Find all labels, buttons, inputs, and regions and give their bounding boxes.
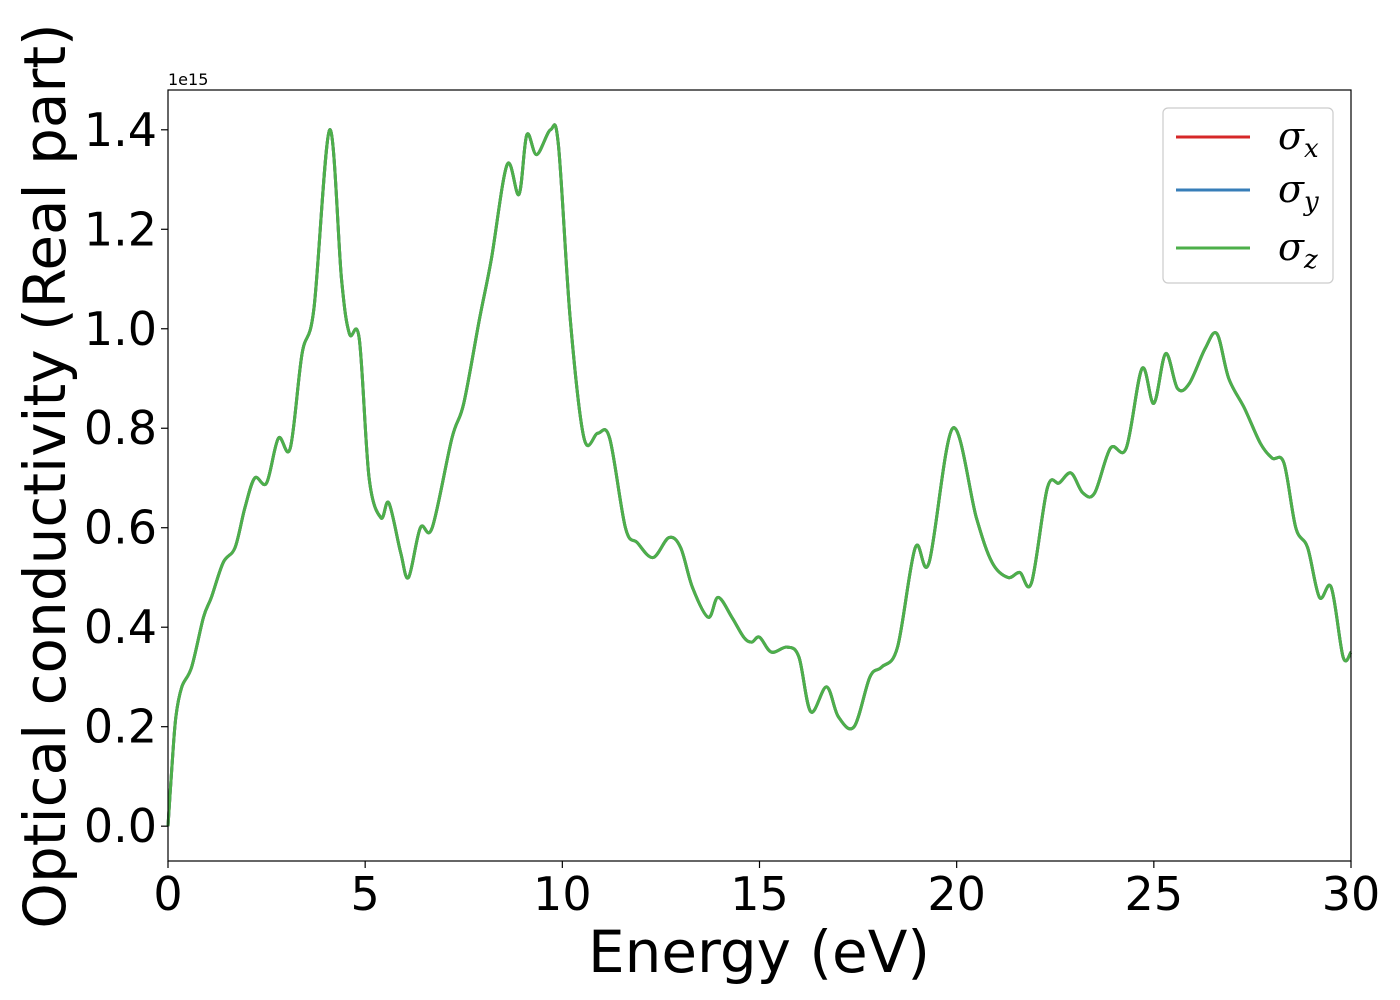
x-tick-label: 25: [1125, 867, 1184, 921]
series-layer: [166, 123, 1353, 827]
x-tick-label: 10: [533, 867, 592, 921]
x-tick-label: 0: [153, 867, 182, 921]
x-tick-label: 5: [351, 867, 380, 921]
x-tick-label: 20: [927, 867, 986, 921]
y-tick-label: 1.4: [84, 103, 157, 157]
legend-label-y: σy: [1278, 167, 1319, 217]
legend-label-x: σx: [1278, 114, 1319, 164]
y-tick-label: 1.2: [84, 202, 157, 256]
y-tick-label: 1.0: [84, 302, 157, 356]
y-offset-label: 1e15: [168, 70, 208, 89]
y-axis-ticks: 0.0 0.2 0.4 0.6 0.8 1.0 1.2 1.4: [84, 103, 168, 853]
x-tick-label: 15: [730, 867, 789, 921]
x-axis-ticks: 0 5 10 15 20 25 30: [153, 861, 1380, 921]
y-tick-label: 0.2: [84, 700, 157, 754]
y-axis-label: Optical conductivity (Real part): [11, 23, 79, 928]
y-tick-label: 0.4: [84, 600, 157, 654]
series-line-3: [166, 123, 1353, 827]
y-tick-label: 0.0: [84, 799, 157, 853]
legend-label-z: σz: [1278, 225, 1318, 275]
y-tick-label: 0.8: [84, 401, 157, 455]
y-tick-label: 0.6: [84, 501, 157, 555]
x-axis-label: Energy (eV): [588, 918, 930, 986]
x-tick-label: 30: [1322, 867, 1381, 921]
legend-box: [1162, 107, 1334, 284]
